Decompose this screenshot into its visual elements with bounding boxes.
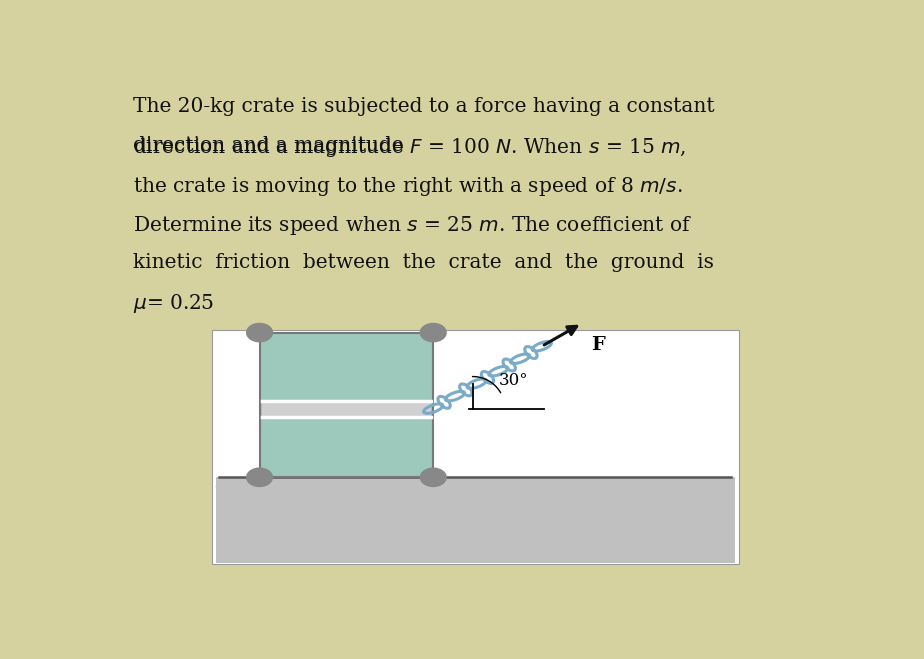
Bar: [216, 477, 735, 563]
Text: Determine its speed when $s$ = 25 $m$. The coefficient of: Determine its speed when $s$ = 25 $m$. T…: [133, 214, 693, 237]
Circle shape: [420, 468, 446, 486]
Bar: [260, 333, 433, 477]
Text: 30°: 30°: [498, 372, 529, 389]
Text: direction and a magnitude $F$ = 100 $N$. When $s$ = 15 $m$,: direction and a magnitude $F$ = 100 $N$.…: [133, 136, 687, 159]
Text: The 20-kg crate is subjected to a force having a constant: The 20-kg crate is subjected to a force …: [133, 97, 715, 116]
Circle shape: [247, 468, 273, 486]
Text: kinetic  friction  between  the  crate  and  the  ground  is: kinetic friction between the crate and t…: [133, 253, 714, 272]
Ellipse shape: [216, 478, 477, 494]
Text: F: F: [590, 336, 604, 354]
Bar: [261, 401, 432, 416]
Circle shape: [420, 324, 446, 342]
Text: direction and a magnitude: direction and a magnitude: [133, 136, 410, 155]
Circle shape: [247, 324, 273, 342]
Bar: [213, 330, 738, 563]
Text: $\mu$= 0.25: $\mu$= 0.25: [133, 292, 214, 315]
Text: the crate is moving to the right with a speed of 8 $m/s$.: the crate is moving to the right with a …: [133, 175, 683, 198]
